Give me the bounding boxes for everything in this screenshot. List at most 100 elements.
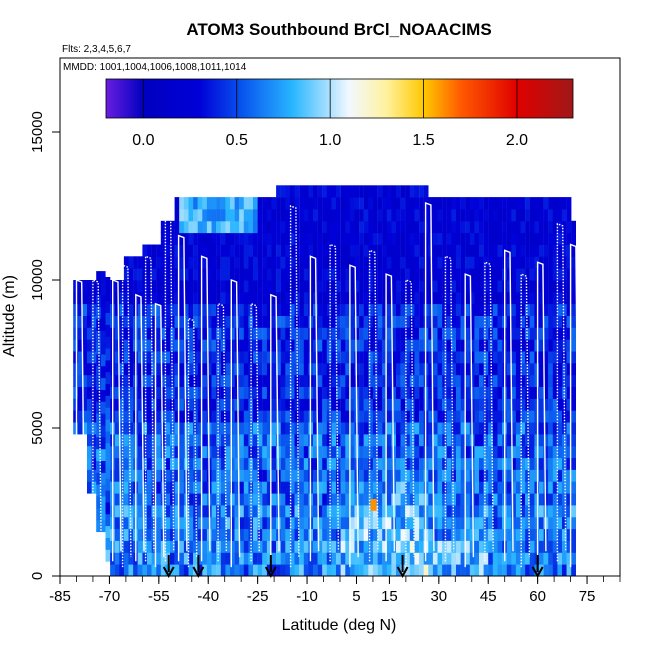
heatmap-cell (294, 398, 300, 411)
heatmap-cell (428, 505, 434, 518)
heatmap-cell (520, 493, 526, 506)
heatmap-cell (400, 422, 406, 435)
heatmap-cell (188, 564, 194, 576)
heatmap-cell (548, 268, 553, 281)
heatmap-cell (271, 398, 277, 411)
heatmap-cell (511, 232, 517, 245)
heatmap-cell (331, 303, 337, 316)
heatmap-cell (313, 374, 318, 387)
heatmap-cell (451, 244, 457, 257)
heatmap-cell (313, 410, 318, 423)
heatmap-cell (303, 457, 309, 470)
heatmap-cell (313, 422, 318, 435)
heatmap-cell (151, 493, 157, 506)
heatmap-cell (437, 540, 443, 553)
heatmap-cell (414, 232, 420, 245)
heatmap-cell (460, 505, 466, 518)
heatmap-cell (211, 433, 217, 447)
heatmap-cell (114, 410, 120, 423)
heatmap-cell (529, 291, 535, 305)
heatmap-cell (123, 327, 129, 340)
heatmap-cell (230, 398, 235, 411)
heatmap-cell (197, 256, 203, 269)
heatmap-cell (483, 268, 489, 281)
heatmap-cell (377, 505, 383, 518)
heatmap-cell (243, 457, 249, 470)
heatmap-cell (525, 362, 530, 376)
heatmap-cell (511, 303, 517, 316)
heatmap-cell (437, 315, 443, 328)
heatmap-cell (114, 291, 120, 305)
heatmap-cell (469, 327, 475, 340)
heatmap-cell (87, 315, 92, 328)
heatmap-cell (156, 268, 161, 281)
heatmap-cell (331, 493, 337, 506)
heatmap-cell (474, 398, 480, 411)
heatmap-cell (488, 410, 493, 423)
heatmap-cell (474, 505, 480, 518)
heatmap-cell (289, 505, 295, 518)
heatmap-cell (220, 220, 226, 234)
heatmap-cell (345, 232, 351, 245)
heatmap-cell (562, 469, 567, 482)
heatmap-cell (193, 410, 198, 423)
heatmap-cell (483, 315, 489, 328)
heatmap-cell (396, 386, 401, 399)
heatmap-cell (322, 386, 327, 399)
heatmap-cell (511, 505, 517, 518)
heatmap-cell (239, 280, 244, 293)
heatmap-cell (465, 552, 470, 565)
heatmap-cell (386, 362, 392, 376)
heatmap-cell (253, 422, 258, 435)
heatmap-cell (372, 291, 378, 305)
heatmap-cell (174, 220, 180, 234)
heatmap-cell (562, 516, 567, 530)
heatmap-cell (492, 410, 498, 423)
heatmap-cell (142, 291, 148, 305)
heatmap-cell (336, 303, 341, 316)
heatmap-cell (483, 540, 489, 553)
heatmap-cell (280, 540, 286, 553)
heatmap-cell (552, 445, 558, 459)
heatmap-cell (123, 481, 129, 494)
heatmap-cell (386, 445, 392, 459)
heatmap-cell (326, 351, 332, 364)
heatmap-cell (225, 197, 231, 210)
heatmap-cell (451, 197, 457, 210)
heatmap-cell (303, 552, 309, 565)
heatmap-cell (336, 410, 341, 423)
heatmap-cell (188, 493, 194, 506)
heatmap-cell (382, 209, 387, 222)
heatmap-cell (165, 505, 171, 518)
heatmap-cell (303, 197, 309, 210)
heatmap-cell (451, 552, 457, 565)
heatmap-cell (266, 209, 272, 222)
heatmap-cell (534, 398, 540, 411)
heatmap-cell (446, 362, 452, 376)
heatmap-cell (386, 280, 392, 293)
heatmap-cell (174, 315, 180, 328)
heatmap-cell (566, 303, 572, 316)
heatmap-cell (469, 552, 475, 565)
heatmap-cell (543, 232, 549, 245)
heatmap-cell (271, 386, 277, 399)
flight-track (144, 255, 155, 562)
heatmap-cell (359, 528, 364, 541)
heatmap-cell (82, 362, 88, 376)
heatmap-cell (188, 552, 194, 565)
heatmap-cell (317, 398, 323, 411)
heatmap-cell (405, 362, 410, 376)
heatmap-cell (506, 505, 512, 518)
heatmap-cell (96, 436, 101, 450)
heatmap-cell (170, 493, 175, 506)
heatmap-cell (497, 422, 503, 435)
heatmap-cell (363, 481, 369, 494)
heatmap-cell (123, 303, 129, 316)
heatmap-cell (345, 564, 351, 576)
heatmap-cell (451, 220, 457, 234)
heatmap-cell (534, 386, 540, 399)
heatmap-cell (442, 291, 447, 305)
heatmap-cell (539, 374, 544, 387)
heatmap-cell (488, 564, 493, 576)
heatmap-cell (391, 351, 397, 364)
